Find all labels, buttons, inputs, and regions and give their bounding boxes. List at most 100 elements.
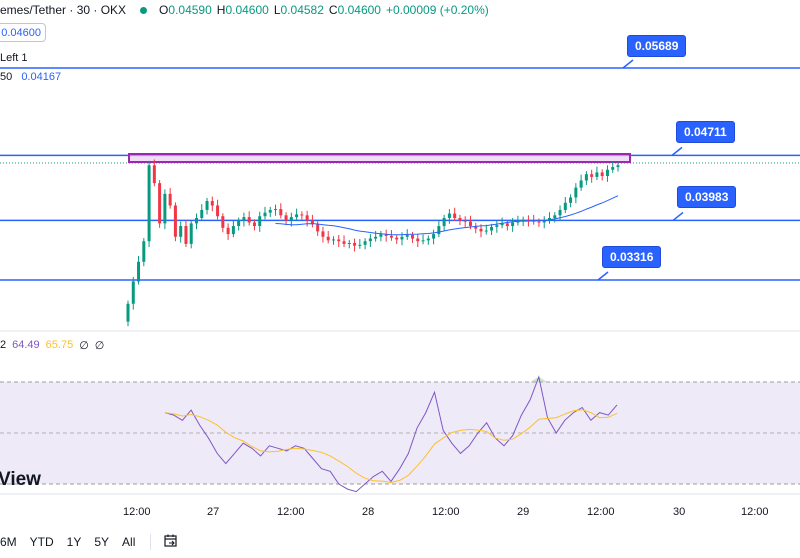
candle-body (384, 234, 388, 236)
level-tag[interactable]: 0.03983 (677, 186, 737, 208)
candle-body (389, 235, 393, 238)
candle-body (437, 226, 441, 235)
candle-body (158, 183, 162, 224)
candle-body (152, 165, 156, 184)
range-ytd-button[interactable]: YTD (29, 535, 54, 549)
low-value: 0.04582 (280, 3, 324, 17)
candle-body (231, 226, 235, 235)
indicator-label[interactable]: Left 1 (0, 52, 28, 64)
rsi-ma-line (164, 409, 618, 484)
candle-body (616, 165, 620, 168)
x-tick: 30 (673, 506, 686, 518)
candle-body (347, 243, 351, 245)
resistance-rectangle[interactable] (128, 153, 631, 163)
rsi-legend[interactable]: 2 64.49 65.75 ∅ ∅ (0, 339, 105, 352)
candle-body (247, 217, 251, 223)
candle-body (258, 216, 262, 227)
candle-body (505, 223, 509, 227)
candle-body (395, 237, 399, 240)
open-value: 0.04590 (168, 3, 212, 17)
level-tag[interactable]: 0.04711 (676, 121, 735, 143)
candle-body (263, 212, 267, 217)
candle-body (484, 230, 488, 232)
range-5y-button[interactable]: 5Y (94, 535, 110, 549)
symbol-title[interactable]: emes/Tether · 30 · OKX (0, 3, 127, 17)
x-tick: 12:00 (741, 506, 769, 518)
candle-body (289, 217, 293, 221)
range-all-button[interactable]: All (122, 535, 136, 549)
candle-body (331, 239, 335, 241)
candle-body (216, 205, 220, 217)
candle-body (511, 222, 515, 227)
level-tag-pointer (622, 59, 634, 69)
date-range-bar: 6M YTD 1Y 5Y All (0, 531, 179, 553)
candle-body (558, 209, 562, 216)
candle-body (363, 241, 367, 245)
range-6m-button[interactable]: 6M (0, 535, 17, 549)
candle-body (542, 220, 546, 223)
tradingview-watermark: View (0, 469, 41, 490)
candle-body (226, 227, 230, 235)
change-value: +0.00009 (+0.20%) (385, 3, 489, 17)
candle-body (479, 228, 483, 232)
x-tick: 12:00 (277, 506, 305, 518)
candle-body (221, 216, 225, 228)
candle-body (358, 244, 362, 246)
candle-body (179, 226, 183, 237)
candle-body (321, 231, 325, 237)
candle-body (600, 172, 604, 177)
x-tick: 29 (517, 506, 530, 518)
candle-body (184, 226, 188, 244)
candle-body (579, 180, 583, 188)
candle-body (563, 202, 567, 210)
rsi-value: 64.49 (12, 339, 40, 351)
x-tick: 12:00 (587, 506, 615, 518)
candle-body (426, 238, 430, 241)
candle-body (590, 174, 594, 177)
range-1y-button[interactable]: 1Y (66, 535, 82, 549)
candle-body (574, 187, 578, 198)
candle-body (237, 220, 241, 227)
candle-body (194, 217, 198, 224)
rsi-ma-value: 65.75 (45, 339, 74, 351)
ma-indicator-legend[interactable]: 50 0.04167 (0, 71, 62, 83)
candle-body (126, 303, 130, 322)
candle-body (368, 238, 372, 242)
candle-body (442, 217, 446, 227)
candle-body (163, 193, 167, 224)
candle-body (326, 236, 330, 241)
candle-body (500, 223, 504, 226)
candle-body (584, 174, 588, 181)
level-tag[interactable]: 0.03316 (602, 246, 662, 268)
candle-body (200, 209, 204, 218)
candle-body (569, 197, 573, 203)
candle-body (411, 234, 415, 239)
candle-body (468, 221, 472, 227)
calendar-range-icon[interactable] (163, 533, 179, 552)
x-tick: 28 (362, 506, 375, 518)
candle-body (242, 217, 246, 221)
candle-body (458, 217, 462, 221)
candle-body (295, 214, 299, 218)
x-tick: 27 (207, 506, 220, 518)
candle-body (463, 220, 467, 222)
candle-body (537, 221, 541, 223)
candle-body (168, 193, 172, 206)
candle-body (611, 167, 615, 170)
rsi-line (164, 375, 618, 493)
market-status-dot (140, 6, 148, 14)
candle-body (516, 221, 520, 223)
candle-body (210, 201, 214, 206)
candle-body (142, 241, 146, 262)
candle-body (279, 209, 283, 216)
level-tag[interactable]: 0.05689 (627, 35, 687, 57)
x-tick: 12:00 (432, 506, 460, 518)
candle-body (595, 172, 599, 177)
current-price-box[interactable]: 0.04600 (0, 23, 46, 42)
candle-body (421, 240, 425, 242)
candle-body (342, 241, 346, 244)
candle-body (400, 236, 404, 240)
candle-body (274, 209, 278, 211)
candle-body (137, 261, 141, 282)
